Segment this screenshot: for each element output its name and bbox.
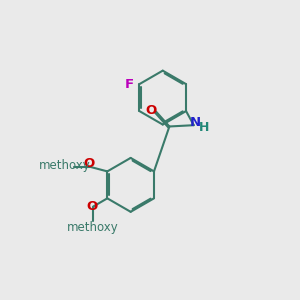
Text: N: N xyxy=(190,116,201,129)
Text: O: O xyxy=(146,104,157,117)
Text: F: F xyxy=(124,78,134,91)
Text: H: H xyxy=(200,121,210,134)
Text: methoxy: methoxy xyxy=(67,220,119,234)
Text: O: O xyxy=(83,157,94,170)
Text: O: O xyxy=(86,200,98,213)
Text: methoxy: methoxy xyxy=(39,159,91,172)
